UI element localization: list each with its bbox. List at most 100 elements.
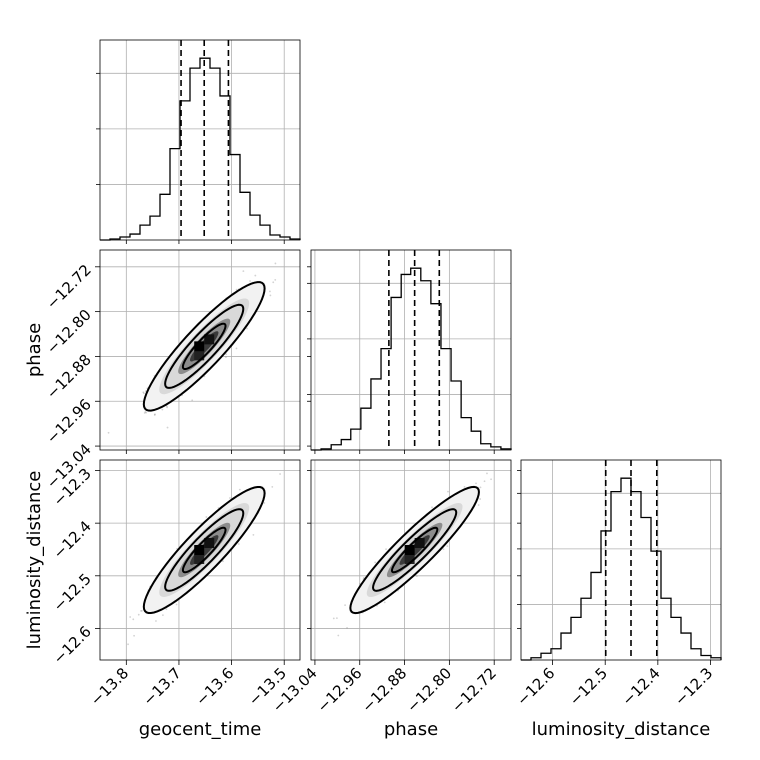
- panel-frame: [310, 249, 512, 451]
- y-tick-label-luminosity_distance: −12.5: [50, 570, 95, 615]
- sample-point: [335, 617, 338, 620]
- sample-point: [463, 485, 466, 488]
- sample-point: [144, 410, 147, 413]
- sample-point: [129, 616, 132, 618]
- contour-1sigma: [181, 526, 227, 574]
- histogram-luminosity_distance: [521, 477, 722, 661]
- x-tick-label-geocent_time: −13.7: [140, 664, 185, 709]
- panel-content: [107, 262, 277, 434]
- sample-point: [229, 497, 231, 499]
- sample-point: [143, 412, 146, 414]
- y-tick-label-luminosity_distance: −12.6: [50, 623, 95, 668]
- sample-point: [254, 274, 257, 277]
- density-peak: [204, 538, 215, 548]
- sample-point: [269, 294, 272, 297]
- panel-frame: [520, 459, 722, 661]
- sample-point: [477, 504, 480, 506]
- sample-point: [107, 431, 110, 434]
- sample-point: [238, 488, 241, 491]
- sample-point: [344, 604, 346, 606]
- x-tick-label-phase: −12.96: [314, 664, 366, 716]
- y-tick-label-phase: −12.96: [43, 395, 95, 447]
- sample-point: [346, 626, 348, 629]
- sample-point: [374, 561, 377, 564]
- sample-point: [162, 614, 164, 617]
- hist-panel-phase: [307, 249, 512, 451]
- y-axis-label-luminosity_distance: luminosity_distance: [24, 471, 45, 650]
- contour-2sigma: [372, 508, 458, 592]
- sample-point: [166, 406, 169, 409]
- sample-point: [332, 617, 335, 620]
- histogram-geocent_time: [100, 57, 301, 241]
- panel-content: [127, 473, 281, 646]
- sample-point: [272, 281, 275, 284]
- sample-point: [140, 610, 142, 612]
- x-tick-label-geocent_time: −13.6: [192, 664, 237, 709]
- density-peak: [194, 555, 205, 564]
- sample-point: [383, 601, 386, 604]
- sample-point: [252, 533, 255, 536]
- x-tick-label-luminosity_distance: −12.6: [513, 664, 558, 709]
- sample-point: [246, 327, 248, 330]
- sample-point: [165, 608, 168, 611]
- histogram-phase: [311, 267, 512, 451]
- sample-point: [279, 473, 281, 475]
- hist-panel-luminosity_distance: [517, 459, 722, 661]
- sample-point: [155, 620, 157, 622]
- density-peak: [414, 538, 425, 548]
- sample-point: [337, 634, 340, 637]
- sample-point: [479, 486, 482, 489]
- panel-geocent_time-vs-phase: [99, 249, 301, 451]
- contour-1sigma: [390, 526, 439, 574]
- x-tick-label-phase: −12.72: [448, 664, 500, 716]
- x-axis-label-phase: phase: [384, 719, 438, 740]
- sample-point: [142, 391, 145, 394]
- sample-point: [191, 399, 194, 402]
- sample-point: [222, 560, 224, 563]
- sample-point: [141, 609, 143, 612]
- sample-point: [415, 575, 418, 578]
- x-tick-label-luminosity_distance: −12.5: [566, 664, 611, 709]
- sample-point: [153, 414, 156, 416]
- sample-point: [237, 543, 240, 545]
- sample-point: [269, 290, 271, 293]
- panel-geocent_time-vs-luminosity_distance: [99, 459, 301, 661]
- sample-point: [271, 486, 274, 488]
- sample-point: [166, 405, 168, 408]
- sample-point: [486, 472, 488, 475]
- contour-1sigma: [181, 322, 227, 371]
- sample-point: [235, 347, 238, 350]
- x-tick-label-luminosity_distance: −12.3: [671, 664, 716, 709]
- sample-point: [166, 426, 169, 429]
- contour-2sigma: [164, 508, 245, 592]
- sample-point: [483, 480, 486, 483]
- density-peak: [194, 545, 205, 555]
- contour-3sigma: [142, 485, 266, 615]
- x-axis-label-geocent_time: geocent_time: [139, 719, 262, 740]
- sample-point: [263, 502, 266, 504]
- sample-point: [274, 262, 277, 265]
- contour-3sigma: [349, 485, 480, 615]
- sample-point: [127, 643, 129, 646]
- sample-point: [133, 634, 135, 637]
- sample-point: [490, 478, 492, 481]
- sample-point: [145, 411, 148, 414]
- hist-panel-geocent_time: [96, 39, 301, 241]
- y-tick-label-luminosity_distance: −12.4: [50, 517, 95, 562]
- y-tick-label-phase: −12.88: [43, 351, 95, 403]
- panel-frame: [310, 459, 512, 661]
- sample-point: [235, 288, 238, 291]
- density-peak: [194, 351, 205, 361]
- sample-point: [154, 413, 156, 416]
- sample-point: [505, 446, 507, 448]
- panel-frame: [99, 39, 301, 241]
- density-peak: [194, 341, 205, 352]
- sample-point: [205, 516, 208, 518]
- sample-point: [161, 408, 164, 411]
- y-tick-label-phase: −12.72: [43, 261, 95, 313]
- sample-point: [385, 548, 387, 551]
- sample-point: [479, 498, 482, 500]
- x-tick-label-phase: −12.80: [403, 664, 455, 716]
- panel-frame: [99, 459, 301, 661]
